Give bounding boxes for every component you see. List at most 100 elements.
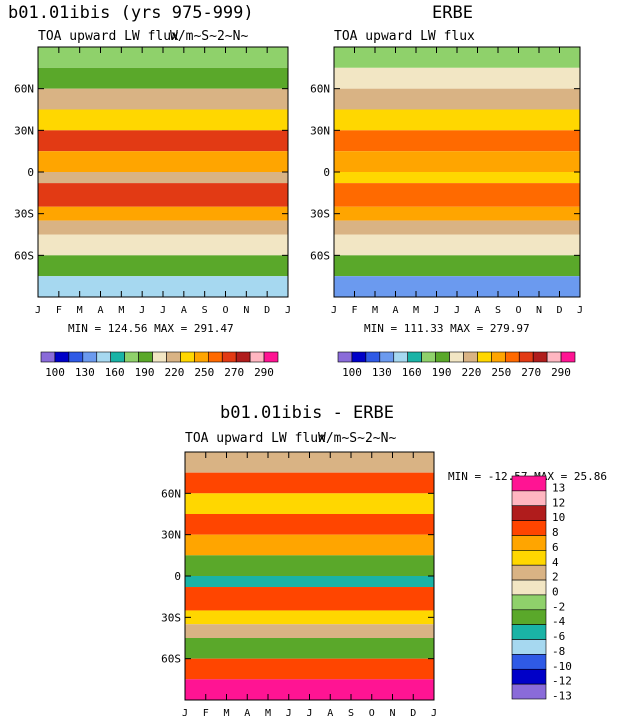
lat-band-6 (38, 172, 288, 184)
colorbar-swatch (82, 351, 98, 363)
colorbar-swatch (207, 351, 223, 363)
colorbar-swatch (511, 505, 547, 521)
colorbar-swatch (421, 351, 436, 363)
x-tick-label: J (454, 305, 460, 316)
colorbar-swatch (504, 351, 520, 363)
lat-band-10 (38, 234, 288, 256)
x-tick-label: M (265, 708, 271, 719)
lat-band-4 (185, 534, 434, 556)
colorbar-label: -8 (552, 645, 565, 658)
colorbar-swatch (110, 351, 125, 363)
colorbar-swatch (511, 668, 547, 685)
y-tick-label: 60N (161, 487, 181, 500)
panel3-subtitle: TOA upward LW flux (185, 431, 326, 446)
lat-band-8 (185, 610, 434, 625)
x-tick-label: M (372, 305, 378, 316)
x-tick-label: J (160, 305, 166, 316)
colorbar-swatch (532, 351, 548, 363)
lat-band-11 (185, 658, 434, 680)
colorbar-label: 160 (402, 366, 422, 379)
colorbar-label: 100 (45, 366, 65, 379)
colorbar-swatch (477, 351, 492, 363)
colorbar-swatch (138, 351, 153, 363)
lat-band-4 (334, 130, 580, 152)
panel1-subtitle: TOA upward LW flux (38, 29, 179, 44)
colorbar-label: 190 (135, 366, 155, 379)
colorbar-label: 290 (551, 366, 571, 379)
colorbar-swatch (511, 520, 547, 536)
colorbar-swatch (511, 579, 547, 596)
x-tick-label: J (431, 708, 437, 719)
lat-band-7 (38, 183, 288, 207)
panel3-colorbar: 13 12 10 8 6 4 2 0-2 -4 -6 -8 -10 -12 -13 (511, 475, 572, 703)
y-tick-label: 30S (14, 208, 34, 221)
colorbar-label: 270 (224, 366, 244, 379)
panel2-title: ERBE (432, 3, 473, 23)
colorbar-label: 250 (491, 366, 511, 379)
colorbar-swatch (518, 351, 534, 363)
x-tick-label: D (410, 708, 416, 719)
colorbar-swatch (511, 550, 547, 566)
x-tick-label: J (139, 305, 145, 316)
lat-band-3 (334, 109, 580, 131)
colorbar-swatch (152, 351, 167, 363)
colorbar-swatch (511, 564, 547, 581)
colorbar-label: 6 (552, 541, 559, 554)
colorbar-swatch (463, 351, 478, 363)
x-tick-label: D (556, 305, 562, 316)
lat-band-6 (334, 172, 580, 184)
colorbar-swatch (511, 609, 547, 625)
colorbar-label: -6 (552, 630, 565, 643)
colorbar-label: 10 (552, 511, 565, 524)
lat-band-2 (185, 493, 434, 514)
colorbar-swatch (491, 351, 506, 363)
x-tick-label: F (203, 708, 209, 719)
x-tick-label: O (515, 305, 521, 316)
colorbar-swatch (166, 351, 181, 363)
colorbar-swatch (263, 351, 279, 363)
colorbar-swatch (249, 351, 265, 363)
colorbar-label: 270 (521, 366, 541, 379)
y-tick-label: 30N (161, 529, 181, 542)
panel1-title: b01.01ibis (yrs 975-999) (8, 3, 254, 23)
lat-band-8 (38, 206, 288, 221)
colorbar-swatch (511, 654, 547, 670)
x-tick-label: J (285, 305, 291, 316)
x-tick-label: A (327, 708, 333, 719)
lat-band-11 (334, 255, 580, 277)
x-tick-label: J (286, 708, 292, 719)
colorbar-swatch (511, 683, 547, 700)
colorbar-swatch (511, 490, 547, 507)
colorbar-swatch (511, 535, 547, 551)
colorbar-label: 130 (75, 366, 95, 379)
y-tick-label: 0 (323, 166, 330, 179)
lat-band-9 (185, 624, 434, 638)
lat-band-3 (38, 109, 288, 131)
lat-band-2 (334, 88, 580, 110)
lat-band-10 (185, 638, 434, 659)
colorbar-swatch (235, 351, 251, 363)
lat-band-5 (185, 555, 434, 576)
lat-band-9 (38, 220, 288, 235)
colorbar-label: -2 (552, 600, 565, 613)
x-tick-label: J (35, 305, 41, 316)
colorbar-swatch (96, 351, 112, 363)
y-tick-label: 60S (310, 249, 330, 262)
colorbar-swatch (351, 351, 367, 363)
colorbar-label: 100 (342, 366, 362, 379)
colorbar-swatch (449, 351, 464, 363)
colorbar-swatch (407, 351, 422, 363)
x-tick-label: J (306, 708, 312, 719)
colorbar-swatch (365, 351, 381, 363)
colorbar-label: 160 (105, 366, 125, 379)
colorbar-label: 290 (254, 366, 274, 379)
x-tick-label: S (202, 305, 208, 316)
colorbar-swatch (511, 639, 547, 655)
panel1-stats: MIN = 124.56 MAX = 291.47 (68, 322, 234, 335)
x-tick-label: O (222, 305, 228, 316)
lat-band-6 (185, 576, 434, 588)
lat-band-7 (185, 587, 434, 611)
colorbar-label: 12 (552, 496, 565, 509)
colorbar-swatch (511, 475, 547, 492)
